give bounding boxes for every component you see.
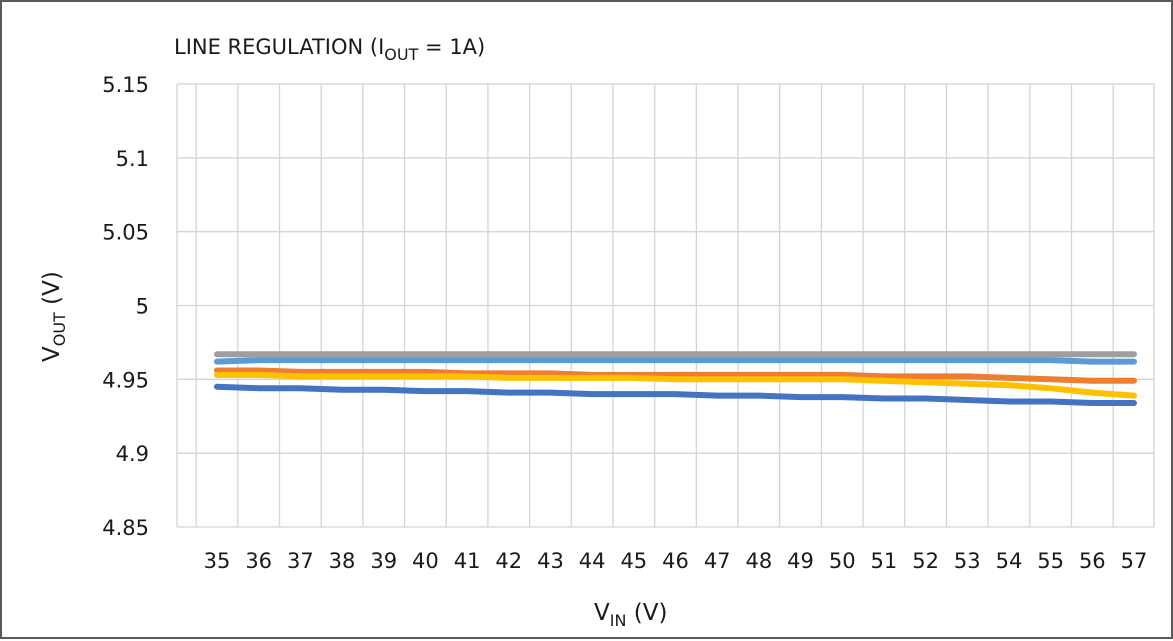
series-line-5 xyxy=(214,383,1137,406)
y-tick-label: 5.05 xyxy=(102,221,149,245)
x-tick-label: 50 xyxy=(829,549,856,573)
x-tick-label: 37 xyxy=(287,549,314,573)
x-tick-label: 46 xyxy=(662,549,689,573)
x-tick-label: 51 xyxy=(871,549,898,573)
chart-title: LINE REGULATION (IOUT = 1A) xyxy=(174,35,485,64)
y-axis-label: VOUT (V) xyxy=(39,271,69,362)
x-tick-label: 45 xyxy=(620,549,647,573)
x-tick-label: 54 xyxy=(996,549,1023,573)
x-tick-label: 43 xyxy=(537,549,564,573)
y-tick-labels: 4.85 4.9 4.95 5 5.05 5.1 5.15 xyxy=(102,73,149,540)
x-tick-label: 44 xyxy=(579,549,606,573)
x-tick-label: 39 xyxy=(370,549,397,573)
x-tick-label: 49 xyxy=(787,549,814,573)
series-layer xyxy=(214,351,1137,406)
y-tick-label: 4.85 xyxy=(102,516,149,540)
x-tick-label: 52 xyxy=(912,549,939,573)
x-tick-label: 38 xyxy=(329,549,356,573)
x-tick-label: 42 xyxy=(495,549,522,573)
x-tick-label: 41 xyxy=(454,549,481,573)
y-tick-label: 5 xyxy=(136,295,149,319)
x-tick-label: 56 xyxy=(1079,549,1106,573)
y-tick-label: 4.95 xyxy=(102,368,149,392)
x-tick-label: 40 xyxy=(412,549,439,573)
x-tick-label: 55 xyxy=(1037,549,1064,573)
x-tick-label: 35 xyxy=(204,549,231,573)
y-tick-label: 4.9 xyxy=(116,442,149,466)
series-line-4 xyxy=(214,371,1137,399)
x-tick-label: 57 xyxy=(1121,549,1148,573)
x-tick-label: 47 xyxy=(704,549,731,573)
series-line-2 xyxy=(214,357,1137,365)
x-tick-label: 36 xyxy=(245,549,272,573)
x-tick-labels: 35 36 37 38 39 40 41 42 43 44 45 46 47 48 49 50 51 52 53 54… xyxy=(204,549,1148,573)
series-line-3 xyxy=(214,367,1137,384)
x-tick-label: 48 xyxy=(745,549,772,573)
x-tick-label: 53 xyxy=(954,549,981,573)
x-axis-label: VIN (V) xyxy=(594,600,667,630)
grid-layer xyxy=(176,83,1155,528)
y-tick-label: 5.15 xyxy=(102,73,149,97)
y-tick-label: 5.1 xyxy=(116,147,149,171)
